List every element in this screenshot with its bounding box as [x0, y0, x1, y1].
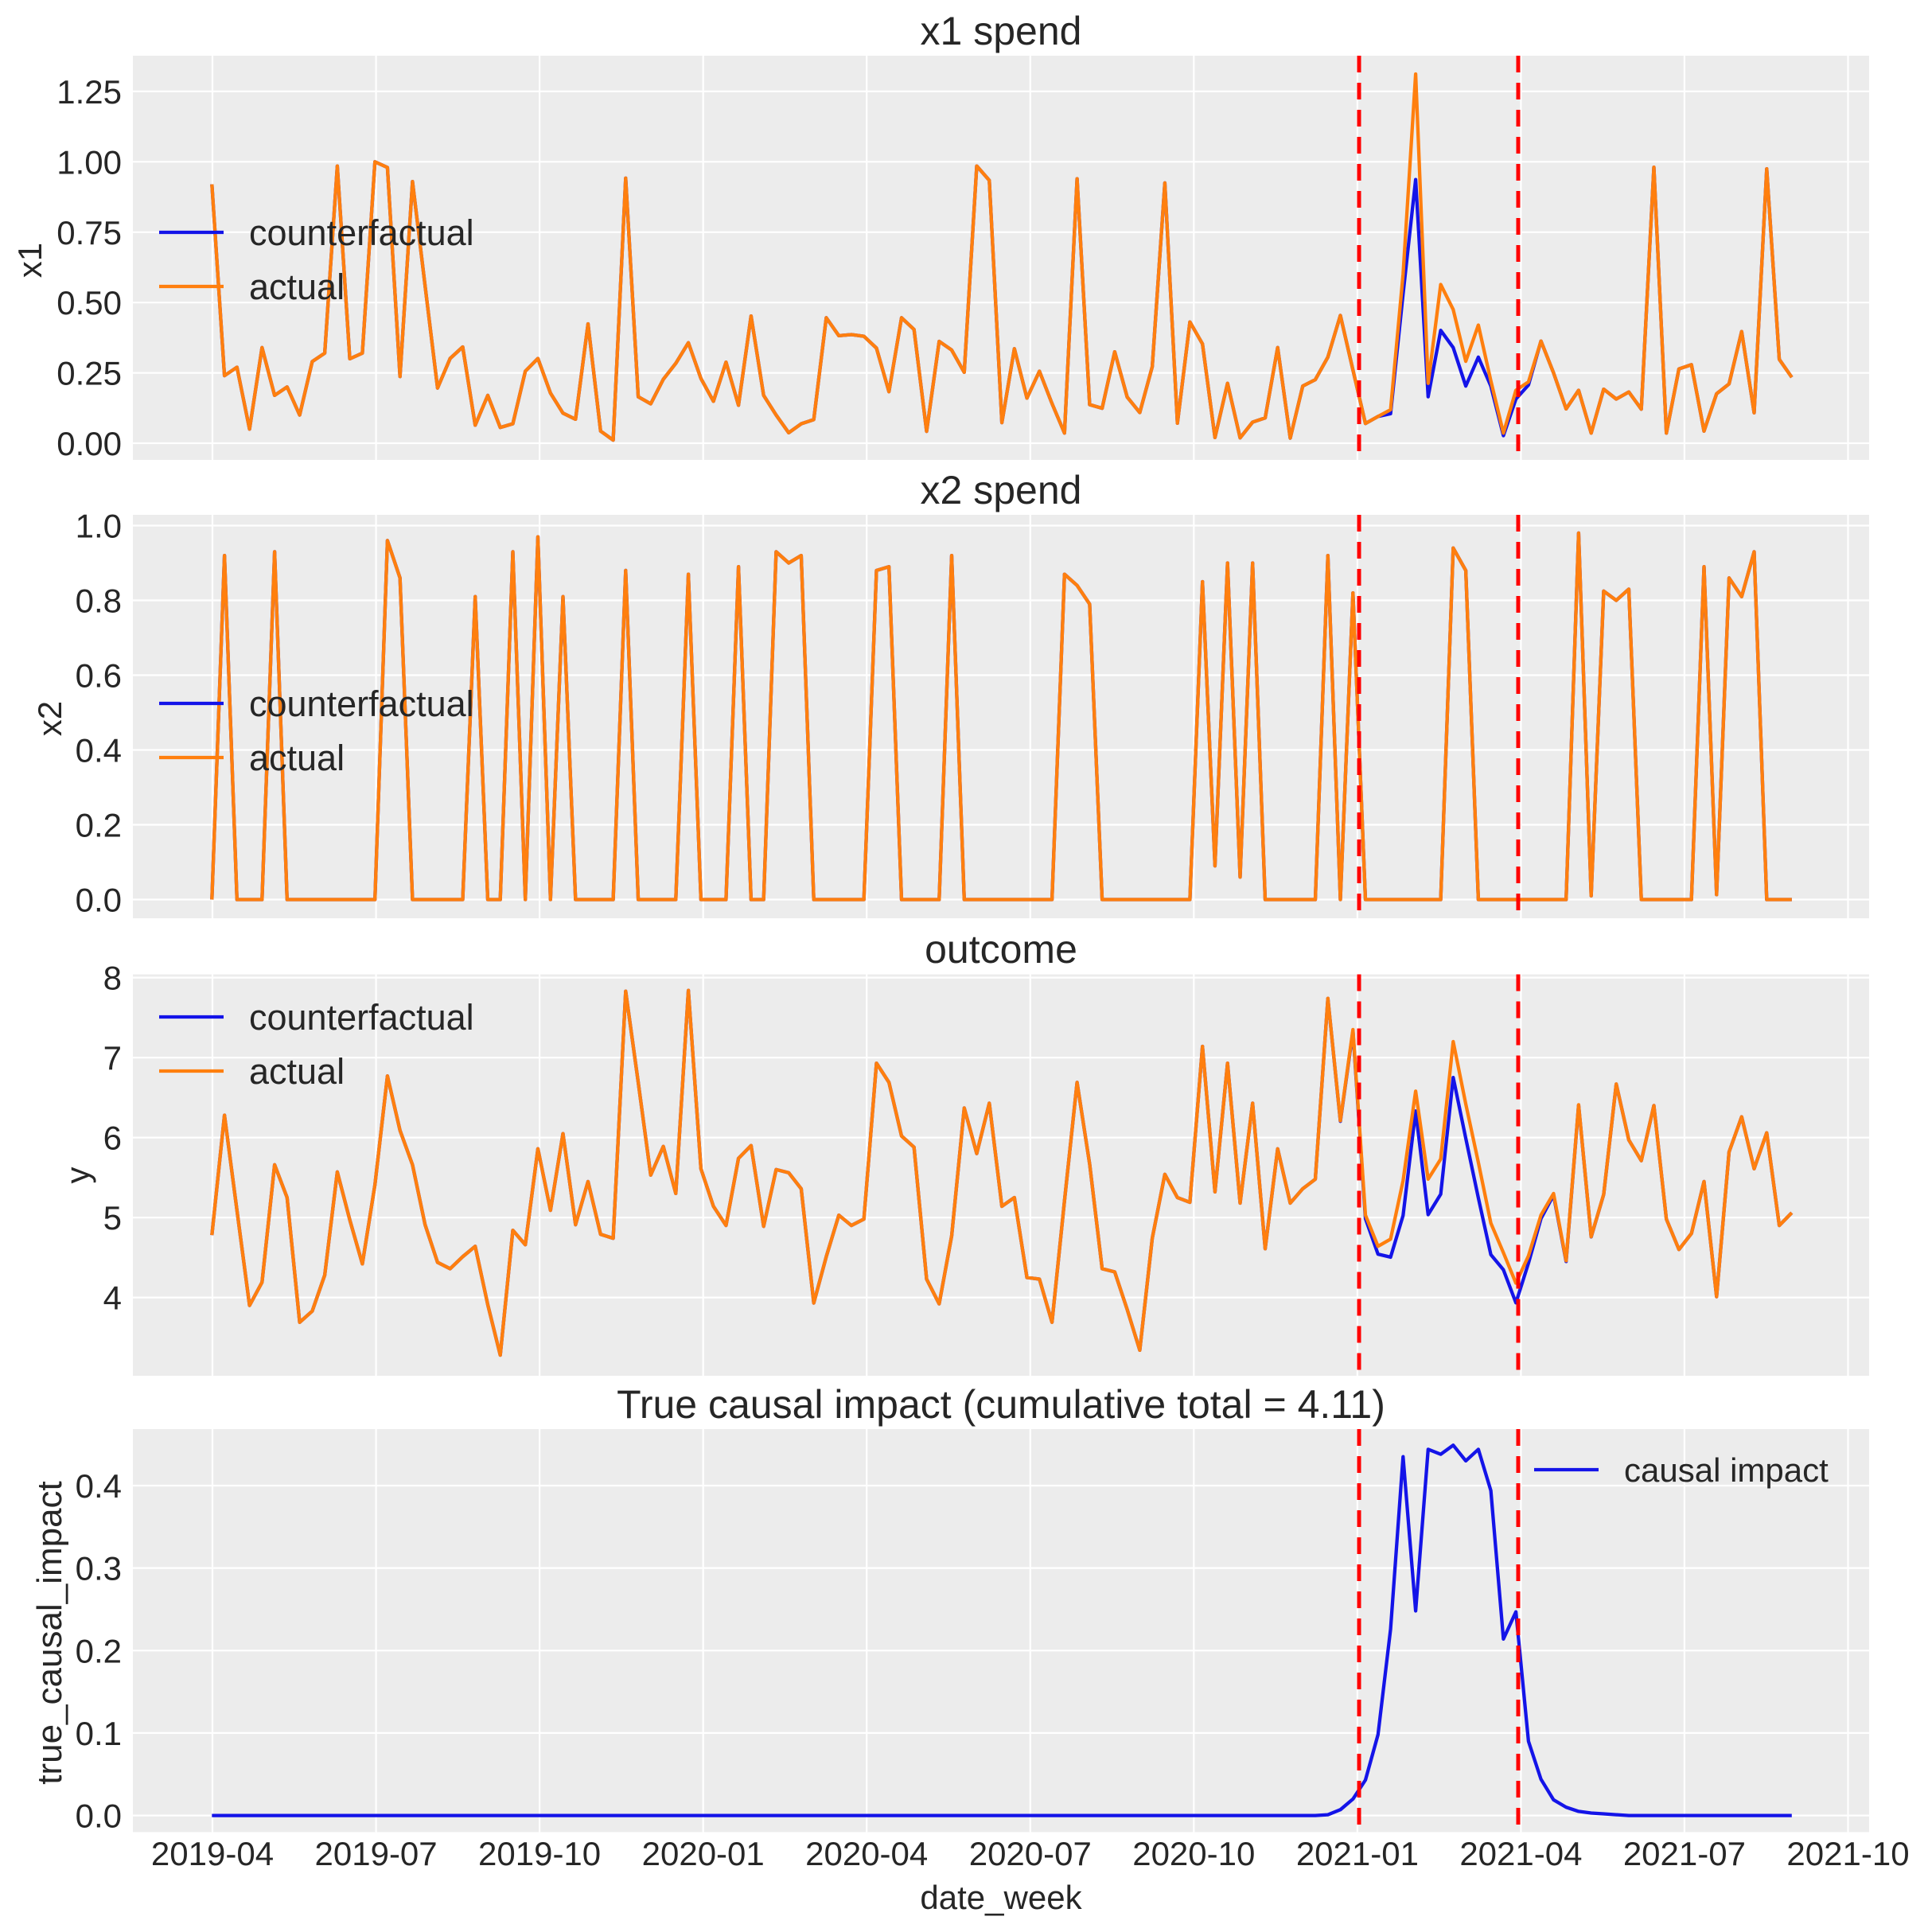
svg-text:2020-07: 2020-07	[969, 1835, 1092, 1872]
svg-text:0.0: 0.0	[76, 882, 122, 919]
svg-text:2021-10: 2021-10	[1786, 1835, 1909, 1872]
svg-text:True causal impact (cumulative: True causal impact (cumulative total = 4…	[617, 1382, 1385, 1427]
svg-text:2019-07: 2019-07	[315, 1835, 438, 1872]
svg-text:actual: actual	[249, 738, 345, 778]
svg-text:5: 5	[103, 1199, 122, 1237]
svg-text:0.2: 0.2	[76, 1632, 122, 1669]
svg-text:0.50: 0.50	[56, 284, 122, 321]
svg-text:x2: x2	[31, 701, 68, 736]
svg-text:true_causal_impact: true_causal_impact	[30, 1481, 69, 1785]
svg-text:0.6: 0.6	[76, 657, 122, 695]
svg-text:x1: x1	[11, 243, 49, 278]
svg-text:2021-07: 2021-07	[1623, 1835, 1746, 1872]
svg-text:2021-04: 2021-04	[1459, 1835, 1582, 1872]
svg-text:counterfactual: counterfactual	[249, 684, 474, 724]
svg-text:0.0: 0.0	[76, 1798, 122, 1835]
svg-text:0.25: 0.25	[56, 355, 122, 392]
svg-text:actual: actual	[249, 1051, 345, 1092]
svg-text:2020-01: 2020-01	[642, 1835, 765, 1872]
svg-text:y: y	[59, 1167, 96, 1184]
svg-text:actual: actual	[249, 267, 345, 307]
svg-text:2019-10: 2019-10	[478, 1835, 601, 1872]
svg-text:4: 4	[103, 1280, 122, 1317]
svg-text:6: 6	[103, 1120, 122, 1157]
svg-text:1.00: 1.00	[56, 143, 122, 181]
svg-text:counterfactual: counterfactual	[249, 212, 474, 253]
svg-text:x1 spend: x1 spend	[921, 9, 1082, 53]
svg-text:0.8: 0.8	[76, 582, 122, 620]
svg-text:1.0: 1.0	[76, 508, 122, 545]
svg-text:0.75: 0.75	[56, 214, 122, 251]
svg-text:0.1: 0.1	[76, 1715, 122, 1752]
svg-text:7: 7	[103, 1039, 122, 1077]
svg-text:0.4: 0.4	[76, 1467, 122, 1505]
svg-text:1.25: 1.25	[56, 73, 122, 111]
svg-text:0.4: 0.4	[76, 732, 122, 769]
svg-text:x2 spend: x2 spend	[921, 468, 1082, 512]
svg-text:0.3: 0.3	[76, 1550, 122, 1587]
svg-text:0.00: 0.00	[56, 425, 122, 462]
svg-text:2020-04: 2020-04	[805, 1835, 928, 1872]
svg-text:causal impact: causal impact	[1624, 1451, 1829, 1489]
svg-text:counterfactual: counterfactual	[249, 997, 474, 1038]
svg-text:8: 8	[103, 960, 122, 997]
svg-text:0.2: 0.2	[76, 807, 122, 844]
svg-text:date_week: date_week	[920, 1879, 1082, 1916]
svg-text:2019-04: 2019-04	[151, 1835, 274, 1872]
svg-text:2021-01: 2021-01	[1296, 1835, 1419, 1872]
svg-text:2020-10: 2020-10	[1132, 1835, 1255, 1872]
svg-text:outcome: outcome	[925, 927, 1077, 972]
